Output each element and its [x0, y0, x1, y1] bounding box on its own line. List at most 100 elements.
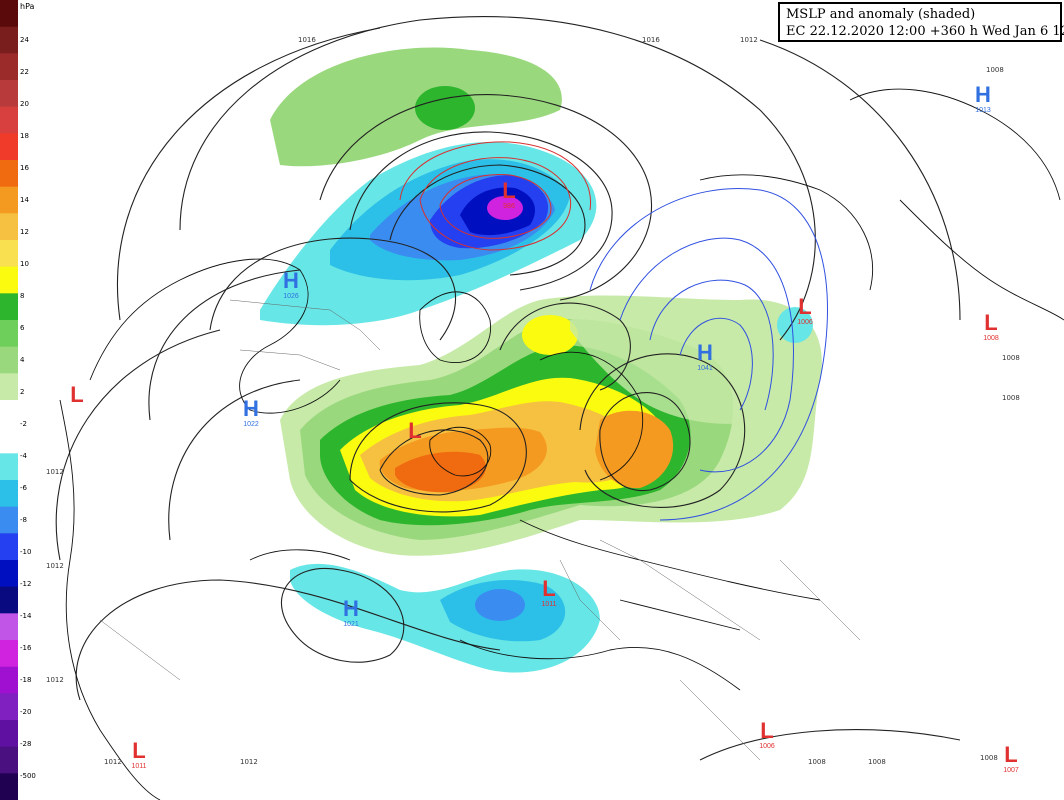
colorbar-swatch	[0, 53, 18, 81]
colorbar-swatch	[0, 26, 18, 54]
high-canada-east: H 1022	[236, 398, 266, 429]
legend-tick: -2	[20, 420, 27, 428]
title-line-2: EC 22.12.2020 12:00 +360 h Wed Jan 6 12h…	[786, 24, 1064, 39]
legend-tick: -8	[20, 516, 27, 524]
colorbar-swatch	[0, 426, 18, 454]
center-value: 1026	[283, 293, 299, 300]
isobar-label: 1012	[46, 676, 64, 684]
isobar-label: 1008	[1002, 354, 1020, 362]
anomaly-shading	[260, 47, 822, 673]
center-value: 1021	[343, 621, 359, 628]
colorbar-swatch	[0, 133, 18, 161]
center-value: 986	[503, 203, 515, 210]
legend-tick: -20	[20, 708, 32, 716]
center-value: 1008	[983, 335, 999, 342]
center-value: 1022	[243, 421, 259, 428]
colorbar-swatch	[0, 640, 18, 668]
colorbar-swatch	[0, 613, 18, 641]
colorbar-swatch	[0, 346, 18, 374]
isobar-label: 1008	[868, 758, 886, 766]
isobar-label: 1012	[740, 36, 758, 44]
legend-tick: 16	[20, 164, 29, 172]
legend-unit: hPa	[20, 2, 35, 11]
low-pacific-west: L	[70, 382, 84, 407]
boundaries	[99, 299, 861, 761]
isobar-label: 1012	[240, 758, 258, 766]
isobar-label: 1008	[986, 66, 1004, 74]
colorbar-swatch	[0, 266, 18, 294]
legend-tick: -14	[20, 612, 32, 620]
center-value: 1011	[541, 601, 557, 608]
colorbar-swatch	[0, 720, 18, 748]
isobar-label: 1012	[104, 758, 122, 766]
center-value: 1013	[975, 107, 991, 114]
colorbar-swatch	[0, 533, 18, 561]
isobars	[55, 16, 961, 761]
legend-tick: 18	[20, 132, 29, 140]
colorbar-swatch	[0, 320, 18, 348]
legend-tick: 2	[20, 388, 25, 396]
isobar-label: 1016	[642, 36, 660, 44]
colorbar-swatch	[0, 186, 18, 214]
legend-tick: -28	[20, 740, 32, 748]
colorbar-swatch	[0, 80, 18, 108]
legend-tick: 14	[20, 196, 29, 204]
colorbar-swatch	[0, 400, 18, 428]
legend-tick: -18	[20, 676, 32, 684]
legend-tick: -10	[20, 548, 32, 556]
legend-tick: -12	[20, 580, 32, 588]
legend-tick: 6	[20, 324, 25, 332]
anomaly-colorbar	[0, 0, 18, 800]
colorbar-swatch	[0, 240, 18, 268]
high-canada-north: H 1026	[276, 270, 306, 301]
colorbar-swatch	[0, 213, 18, 241]
isobar-label: 1008	[980, 754, 998, 762]
center-value: 1006	[797, 319, 813, 326]
legend-tick: 10	[20, 260, 29, 268]
low-south-asia: L 1007	[996, 744, 1026, 775]
colorbar-swatch	[0, 773, 18, 800]
legend-tick: 12	[20, 228, 29, 236]
colorbar-swatch	[0, 586, 18, 614]
colorbar-swatch	[0, 480, 18, 508]
legend-tick: 4	[20, 356, 25, 364]
center-value: 1041	[697, 365, 713, 372]
center-value: 1007	[1003, 767, 1019, 774]
colorbar-swatch	[0, 666, 18, 694]
legend-tick: 8	[20, 292, 25, 300]
legend-tick: -6	[20, 484, 27, 492]
high-atlantic: H 1021	[336, 598, 366, 629]
low-mediterranean: L 1011	[534, 578, 564, 609]
colorbar-swatch	[0, 506, 18, 534]
isobar-label: 1016	[298, 36, 316, 44]
colorbar-swatch	[0, 746, 18, 774]
low-india: L 1006	[752, 720, 782, 751]
low-japan: L 1008	[976, 312, 1006, 343]
isobar-label: 1008	[1002, 394, 1020, 402]
low-east-asia: L 1006	[790, 296, 820, 327]
legend-tick: -4	[20, 452, 27, 460]
high-isobars	[589, 188, 828, 521]
colorbar-swatch	[0, 293, 18, 321]
isobar-label: 1012	[46, 468, 64, 476]
legend-tick: -500	[20, 772, 36, 780]
legend-tick: 20	[20, 100, 29, 108]
legend-tick: 24	[20, 36, 29, 44]
colorbar-swatch	[0, 693, 18, 721]
high-siberia: H 1041	[690, 342, 720, 373]
low-south-america: L 1011	[124, 740, 154, 771]
high-pacific: H 1013	[968, 84, 998, 115]
colorbar-swatch	[0, 106, 18, 134]
low-pacific-arctic: L 986	[494, 180, 524, 211]
title-box: MSLP and anomaly (shaded) EC 22.12.2020 …	[778, 2, 1064, 42]
center-value: 1011	[131, 763, 147, 770]
colorbar-swatch	[0, 373, 18, 401]
title-line-1: MSLP and anomaly (shaded)	[786, 7, 976, 22]
isobar-label: 1012	[46, 562, 64, 570]
colorbar-swatch	[0, 560, 18, 588]
colorbar-swatch	[0, 0, 18, 28]
legend-tick: -16	[20, 644, 32, 652]
colorbar-swatch	[0, 160, 18, 188]
isobar-label: 1008	[808, 758, 826, 766]
